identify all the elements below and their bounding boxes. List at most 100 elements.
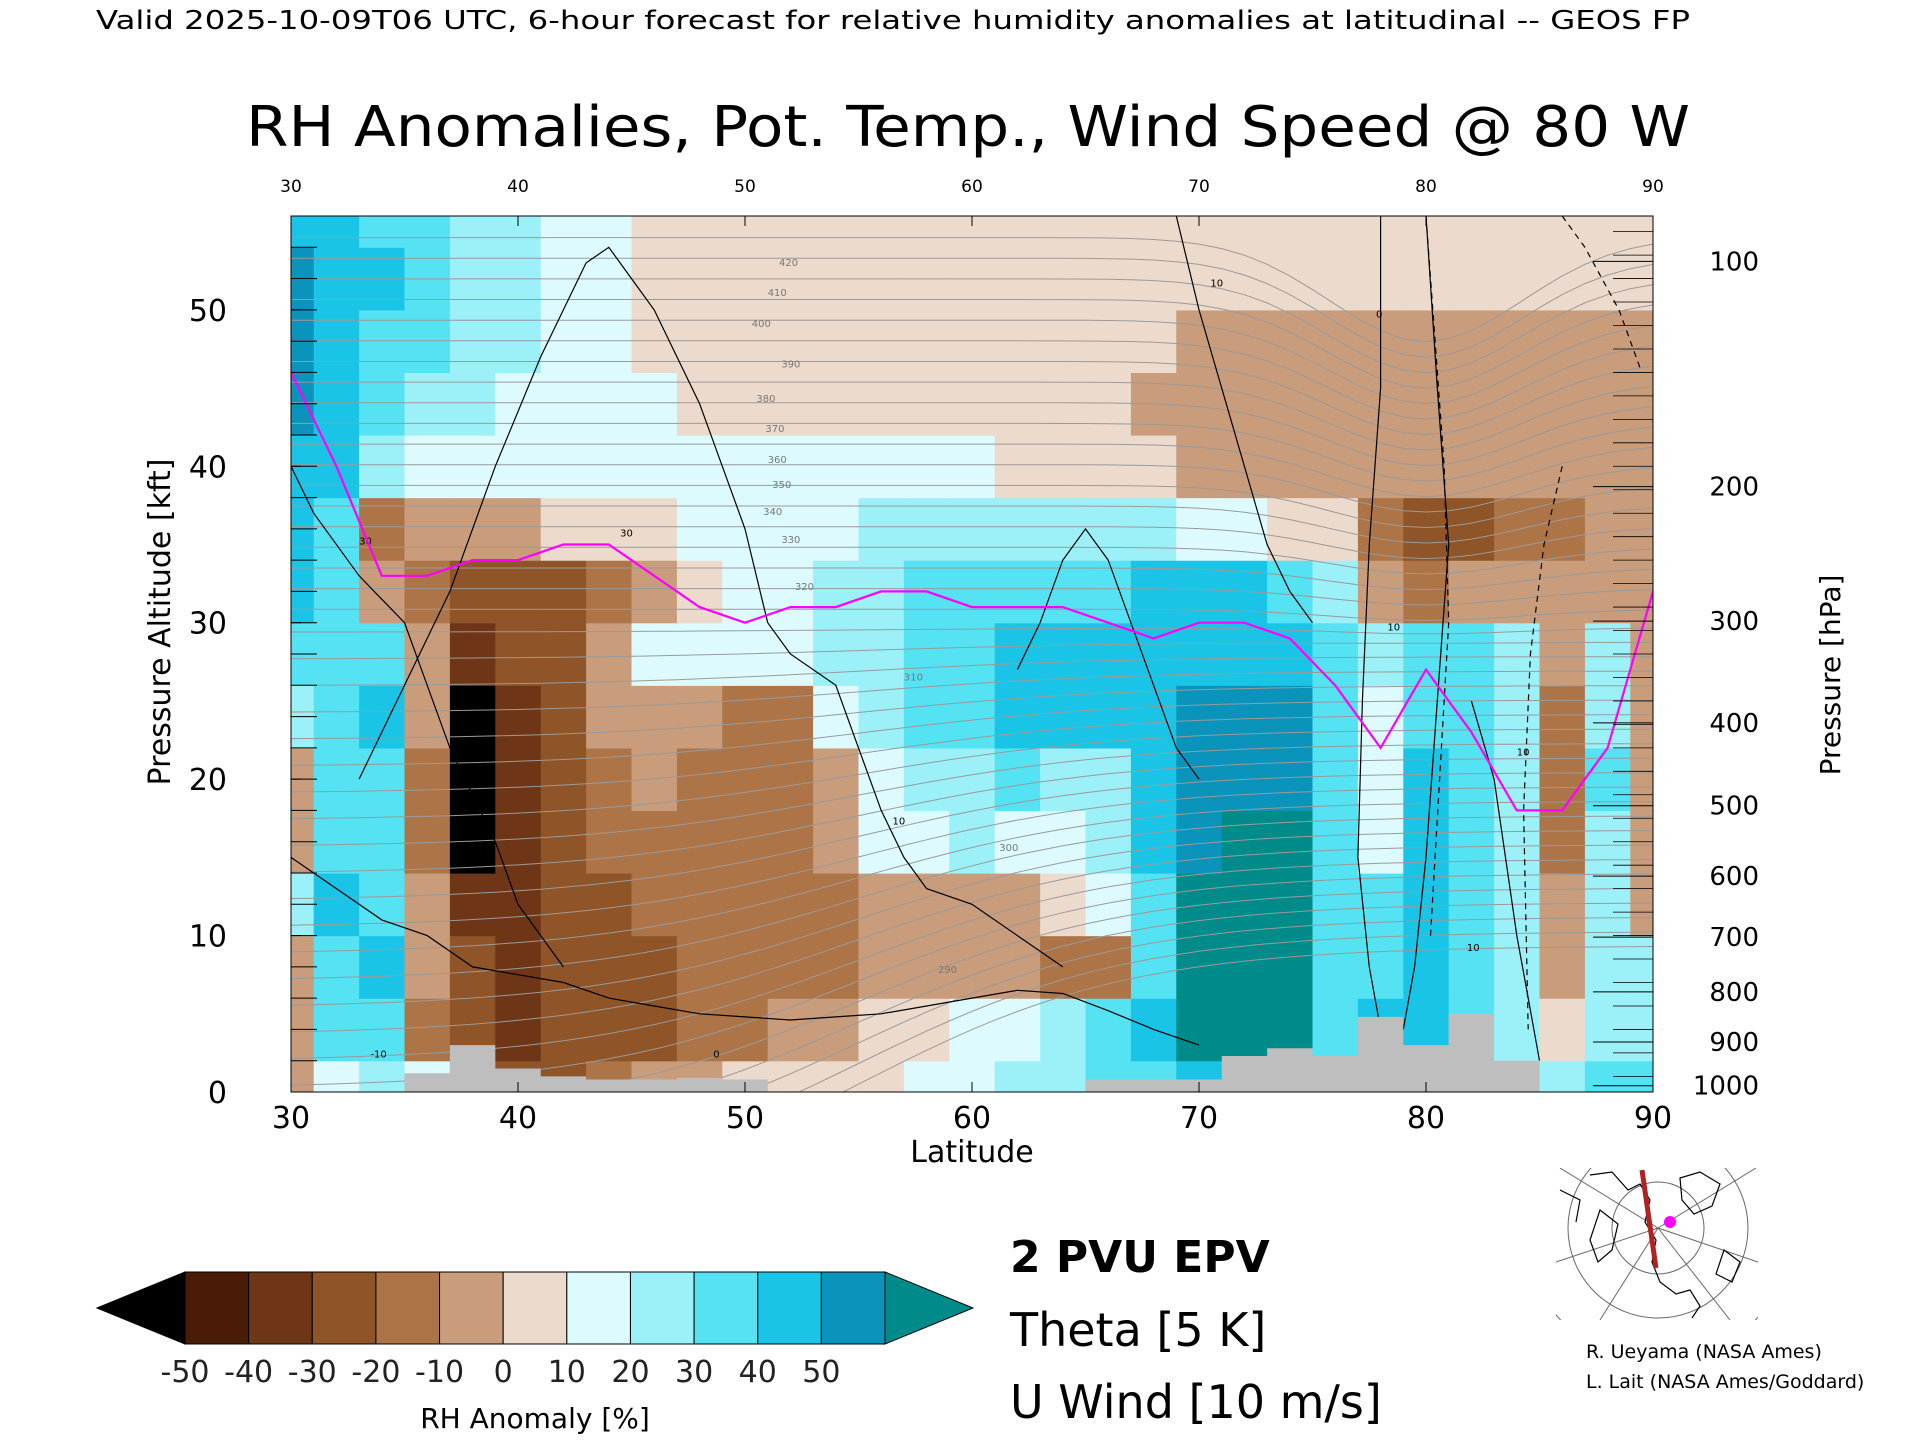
theta-label: 370 [765, 424, 784, 435]
rh-cell [1130, 497, 1177, 561]
rh-cell [994, 560, 1041, 624]
plot-frame [290, 215, 1654, 1093]
theta-line [291, 526, 1653, 560]
rh-cell [313, 810, 360, 874]
rh-cell [449, 560, 496, 624]
rh-cell [722, 935, 769, 999]
rh-cell [1584, 497, 1631, 561]
rh-cell [994, 873, 1041, 937]
rh-cell [813, 560, 860, 624]
u-wind-label: 10 [1387, 623, 1400, 634]
theta-line [291, 608, 1653, 621]
u-wind-line [358, 246, 769, 780]
rh-cell [1403, 247, 1450, 311]
rh-cell [676, 309, 723, 374]
rh-cell [1040, 435, 1087, 499]
rh-cell [949, 309, 996, 374]
rh-cell [1448, 309, 1495, 374]
theta-line [291, 237, 1653, 343]
rh-cell [1494, 810, 1541, 874]
rh-cell [994, 810, 1041, 874]
colorbar-swatch [375, 1271, 441, 1345]
theta-line [291, 588, 1653, 606]
rh-cell [903, 216, 950, 248]
rh-cell [631, 935, 678, 999]
rh-cell [631, 873, 678, 937]
rh-cell [449, 435, 496, 499]
rh-cell [1221, 309, 1268, 374]
rh-cell [449, 622, 496, 686]
rh-cell [449, 309, 496, 374]
rh-cell [404, 998, 451, 1062]
rh-cell [1040, 1060, 1087, 1092]
u-wind-line [291, 856, 1200, 1046]
rh-cell [449, 372, 496, 436]
colorbar-swatch [184, 1271, 250, 1345]
rh-cell [1403, 873, 1450, 937]
rh-cell [1312, 998, 1359, 1062]
rh-cell [994, 1060, 1041, 1092]
rh-cell [1040, 622, 1087, 686]
x-top-tick-label: 40 [507, 177, 529, 197]
colorbar-tick-label: 50 [802, 1355, 840, 1390]
rh-cell [767, 1060, 814, 1092]
u-wind-line [291, 466, 564, 968]
rh-cell [404, 747, 451, 812]
rh-cell [994, 497, 1041, 561]
rh-cell [1221, 497, 1268, 561]
pressure-tick-label: 400 [1709, 709, 1759, 739]
rh-cell [1494, 935, 1541, 999]
rh-cell [404, 497, 451, 561]
rh-cell [949, 497, 996, 561]
theta-line [675, 902, 1653, 1092]
rh-cell [1584, 873, 1631, 937]
y-tick-label: 10 [189, 920, 227, 955]
u-wind-label: -10 [370, 1050, 386, 1061]
pvu2-contour [291, 371, 1653, 812]
rh-cell [858, 497, 905, 561]
theta-line [291, 627, 1653, 635]
colorbar-swatch [757, 1271, 822, 1345]
rh-cell [903, 497, 950, 561]
rh-cell [1494, 685, 1541, 749]
rh-cell [1130, 873, 1177, 937]
y-tick-label: 0 [208, 1076, 227, 1111]
rh-cell [767, 435, 814, 499]
rh-cell [676, 873, 723, 937]
rh-cell [1312, 435, 1359, 499]
rh-cell [1448, 622, 1495, 686]
rh-cell [994, 747, 1041, 812]
rh-cell [586, 622, 633, 686]
rh-cell [313, 873, 360, 937]
theta-label: 410 [768, 288, 787, 299]
rh-cell [1221, 935, 1268, 999]
x-tick-label: 80 [1407, 1101, 1445, 1136]
rh-cell [359, 560, 406, 624]
rh-cell [903, 435, 950, 499]
u-wind-line [1357, 216, 1382, 1030]
rh-cell [404, 935, 451, 999]
theta-line [291, 402, 1653, 467]
y-axis-label: Pressure Altitude [kft] [143, 459, 178, 786]
rh-cell [1494, 247, 1541, 311]
rh-cell [1494, 998, 1541, 1062]
rh-cell [1357, 435, 1404, 499]
rh-cell [1176, 622, 1223, 686]
rh-cell [813, 309, 860, 374]
rh-cell [994, 935, 1041, 999]
theta-line [291, 685, 1653, 740]
pressure-tick-label: 700 [1709, 923, 1759, 953]
rh-cell [994, 372, 1041, 436]
rh-cell [994, 309, 1041, 374]
rh-cell [858, 747, 905, 812]
rh-cell [722, 810, 769, 874]
rh-cell [1176, 372, 1223, 436]
rh-cell [1176, 873, 1223, 937]
theta-line [291, 743, 1653, 846]
rh-cell [631, 622, 678, 686]
theta-contours: 4204104003903803703603503403303203103002… [291, 237, 1653, 1092]
rh-cell [949, 935, 996, 999]
rh-cell [1176, 309, 1223, 374]
rh-cell [313, 1060, 360, 1092]
rh-cell [676, 216, 723, 248]
